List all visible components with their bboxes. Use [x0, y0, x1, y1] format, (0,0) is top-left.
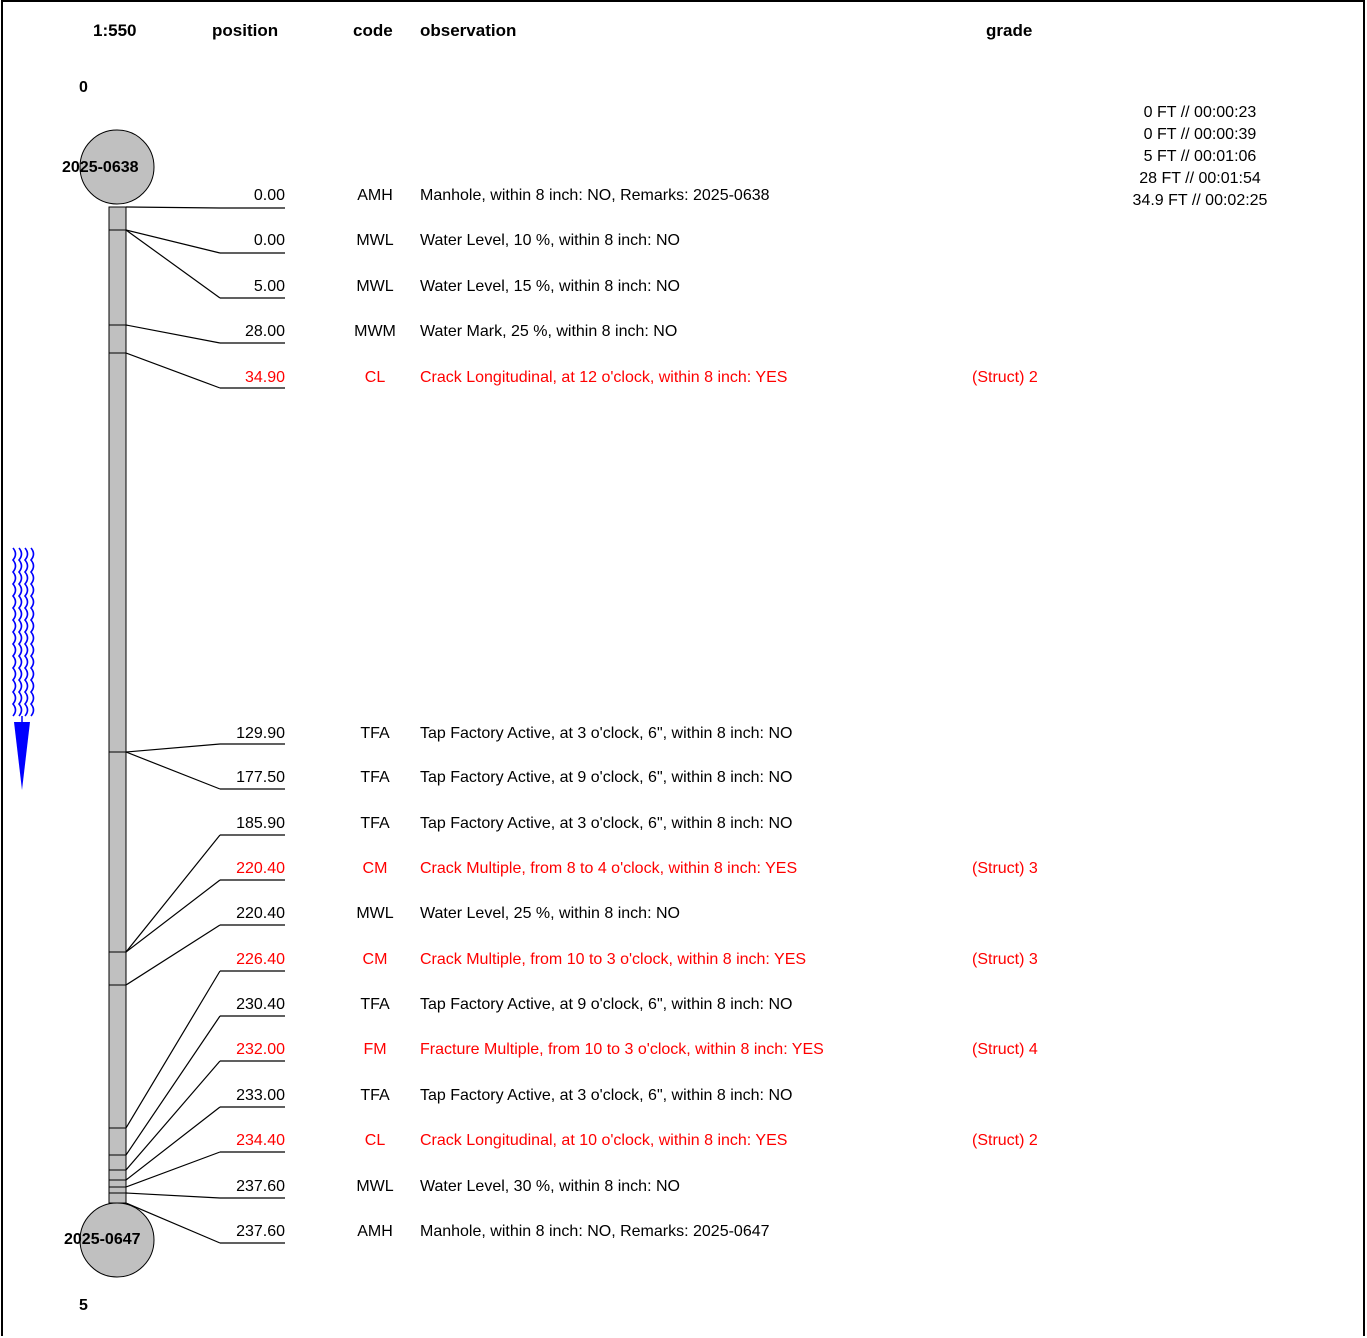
observation-text: Water Level, 25 %, within 8 inch: NO — [420, 905, 680, 922]
flow-wave — [11, 547, 17, 717]
observation-header: observation — [420, 21, 517, 40]
observation-code: TFA — [360, 815, 390, 832]
leader-line — [125, 1192, 221, 1199]
leader-line — [125, 743, 221, 753]
observation-text: Manhole, within 8 inch: NO, Remarks: 202… — [420, 187, 770, 204]
grade-header: grade — [986, 21, 1033, 40]
leader-line — [125, 324, 221, 344]
flow-wave — [17, 547, 23, 717]
leader-line — [125, 834, 221, 953]
position-header: position — [212, 21, 279, 40]
observation-text: Tap Factory Active, at 3 o'clock, 6", wi… — [420, 815, 793, 832]
observation-position: 5.00 — [253, 278, 285, 295]
observation-grade: (Struct) 3 — [972, 860, 1038, 877]
observation-position: 237.60 — [236, 1178, 285, 1195]
downstream-manhole-icon — [79, 1202, 155, 1278]
observation-code: TFA — [360, 996, 390, 1013]
observation-position: 0.00 — [253, 232, 285, 249]
observation-text: Crack Multiple, from 8 to 4 o'clock, wit… — [420, 860, 798, 877]
leader-line — [125, 1060, 221, 1171]
observation-code: MWM — [354, 323, 396, 340]
observation-position: 34.90 — [244, 369, 285, 386]
timestamp: 0 FT // 00:00:39 — [1143, 126, 1257, 143]
observation-code: AMH — [357, 1223, 393, 1240]
observation-text: Crack Longitudinal, at 10 o'clock, withi… — [420, 1132, 788, 1149]
observation-position: 233.00 — [236, 1087, 285, 1104]
observation-code: CM — [362, 860, 388, 877]
leader-line — [125, 751, 221, 790]
observation-code: FM — [363, 1041, 387, 1058]
observation-text: Tap Factory Active, at 9 o'clock, 6", wi… — [420, 769, 793, 786]
observation-grade: (Struct) 2 — [972, 1132, 1038, 1149]
observation-text: Water Level, 15 %, within 8 inch: NO — [420, 278, 680, 295]
observation-code: TFA — [360, 769, 390, 786]
observation-code: MWL — [356, 1178, 394, 1195]
leader-line — [125, 229, 221, 299]
timestamp: 34.9 FT // 00:02:25 — [1132, 192, 1268, 209]
leader-line — [125, 1151, 221, 1188]
timestamp-list: 0 FT // 00:00:23 0 FT // 00:00:39 5 FT /… — [1100, 102, 1300, 212]
observation-position: 226.40 — [236, 951, 285, 968]
pipe-body — [108, 206, 127, 1204]
observation-text: Manhole, within 8 inch: NO, Remarks: 202… — [420, 1223, 770, 1240]
observation-position: 237.60 — [236, 1223, 285, 1240]
timestamp: 0 FT // 00:00:23 — [1143, 104, 1257, 121]
observation-code: MWL — [356, 232, 394, 249]
observation-position: 230.40 — [236, 996, 285, 1013]
observation-code: TFA — [360, 1087, 390, 1104]
observation-code: AMH — [357, 187, 393, 204]
start-index: 0 — [79, 79, 88, 96]
observation-code: CL — [364, 369, 386, 386]
observation-text: Water Level, 30 %, within 8 inch: NO — [420, 1178, 680, 1195]
leader-line — [125, 1015, 221, 1156]
observation-text: Water Mark, 25 %, within 8 inch: NO — [420, 323, 678, 340]
observation-code: MWL — [356, 905, 394, 922]
end-index: 5 — [79, 1297, 88, 1314]
leader-line — [125, 206, 221, 209]
observation-position: 129.90 — [236, 725, 285, 742]
observation-position: 185.90 — [236, 815, 285, 832]
observation-text: Tap Factory Active, at 3 o'clock, 6", wi… — [420, 1087, 793, 1104]
flow-wave — [29, 547, 35, 717]
scale-header: 1:550 — [93, 21, 137, 40]
observation-text: Crack Multiple, from 10 to 3 o'clock, wi… — [420, 951, 807, 968]
observation-text: Tap Factory Active, at 9 o'clock, 6", wi… — [420, 996, 793, 1013]
observation-position: 28.00 — [244, 323, 285, 340]
observation-grade: (Struct) 4 — [972, 1041, 1038, 1058]
leader-line — [125, 352, 221, 389]
observation-text: Tap Factory Active, at 3 o'clock, 6", wi… — [420, 725, 793, 742]
upstream-manhole-label: 2025-0638 — [62, 159, 139, 176]
observation-text: Fracture Multiple, from 10 to 3 o'clock,… — [420, 1041, 824, 1058]
leader-line — [125, 229, 221, 254]
leader-line — [125, 879, 221, 953]
leader-line — [125, 924, 221, 986]
observation-text: Crack Longitudinal, at 12 o'clock, withi… — [420, 369, 788, 386]
downstream-manhole-label: 2025-0647 — [64, 1231, 141, 1248]
observation-grade: (Struct) 3 — [972, 951, 1038, 968]
observation-text: Water Level, 10 %, within 8 inch: NO — [420, 232, 680, 249]
leader-line — [125, 1202, 221, 1244]
timestamp: 28 FT // 00:01:54 — [1139, 170, 1261, 187]
timestamp: 5 FT // 00:01:06 — [1143, 148, 1257, 165]
leader-line — [125, 970, 221, 1129]
observation-position: 220.40 — [236, 905, 285, 922]
observation-code: TFA — [360, 725, 390, 742]
flow-arrow-icon — [14, 722, 30, 790]
observation-position: 177.50 — [236, 769, 285, 786]
code-header: code — [353, 21, 393, 40]
flow-wave — [23, 547, 29, 717]
observation-code: CM — [362, 951, 388, 968]
observation-position: 232.00 — [236, 1041, 285, 1058]
observation-grade: (Struct) 2 — [972, 369, 1038, 386]
leader-line — [125, 1106, 221, 1181]
observation-code: MWL — [356, 278, 394, 295]
upstream-manhole-icon — [79, 129, 155, 205]
observation-code: CL — [364, 1132, 386, 1149]
observation-position: 234.40 — [236, 1132, 285, 1149]
observation-position: 0.00 — [253, 187, 285, 204]
observation-position: 220.40 — [236, 860, 285, 877]
